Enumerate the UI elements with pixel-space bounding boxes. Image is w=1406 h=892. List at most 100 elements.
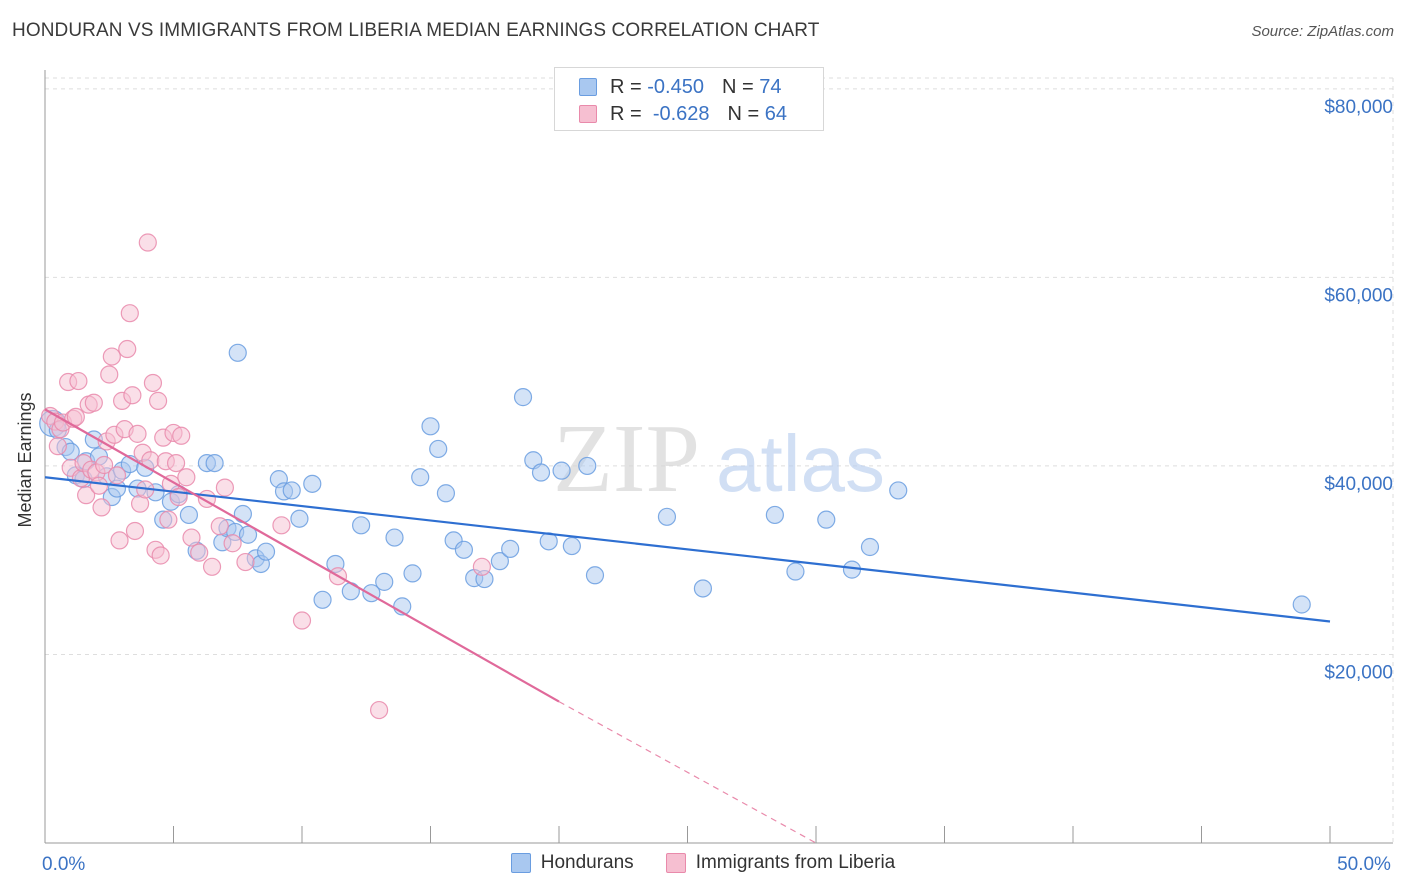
trend-line-hondurans bbox=[44, 476, 1331, 623]
source-label: Source: ZipAtlas.com bbox=[1251, 23, 1394, 40]
watermark-zip: ZIP bbox=[553, 405, 700, 513]
data-point bbox=[107, 466, 127, 485]
data-point bbox=[84, 393, 103, 412]
y-tick-label: $60,000 bbox=[1324, 285, 1393, 306]
watermark: ZIP atlas bbox=[553, 405, 885, 513]
data-point bbox=[238, 525, 258, 544]
data-point bbox=[282, 481, 301, 500]
data-point bbox=[585, 566, 605, 585]
trend-line-liberia bbox=[44, 408, 560, 703]
data-point bbox=[223, 534, 242, 553]
data-point bbox=[205, 453, 224, 473]
data-point bbox=[123, 386, 142, 405]
data-point bbox=[513, 388, 533, 407]
data-point bbox=[786, 562, 805, 581]
data-point bbox=[370, 700, 389, 720]
legend-label-hondurans: Hondurans bbox=[540, 852, 634, 873]
y-tick-labels: $20,000 $40,000 $60,000 $80,000 bbox=[1324, 97, 1393, 684]
data-point bbox=[182, 528, 201, 547]
data-point bbox=[190, 543, 209, 562]
data-point bbox=[110, 531, 129, 550]
legend-r-value: -0.450 bbox=[647, 75, 704, 98]
data-point bbox=[92, 498, 111, 517]
data-point bbox=[95, 455, 114, 475]
data-point bbox=[172, 426, 191, 445]
data-point bbox=[236, 552, 255, 572]
legend-item-hondurans[interactable]: Hondurans bbox=[510, 852, 634, 874]
y-tick-label: $80,000 bbox=[1324, 97, 1393, 118]
data-point bbox=[77, 486, 96, 505]
data-point bbox=[860, 537, 880, 557]
legend-n-label: N = bbox=[727, 102, 760, 125]
series-legend: Hondurans Immigrants from Liberia bbox=[0, 852, 1406, 874]
data-point bbox=[352, 516, 371, 535]
chart-title: HONDURAN VS IMMIGRANTS FROM LIBERIA MEDI… bbox=[12, 20, 820, 41]
legend-item-liberia[interactable]: Immigrants from Liberia bbox=[665, 852, 896, 874]
x-tick-label: 0.0% bbox=[42, 854, 85, 875]
legend-row-liberia: R = -0.628 N = 64 bbox=[579, 102, 787, 126]
data-point bbox=[411, 468, 430, 487]
legend-r-label: R = bbox=[610, 75, 642, 98]
data-point bbox=[228, 343, 247, 362]
data-point bbox=[490, 552, 509, 571]
y-tick-label: $20,000 bbox=[1324, 662, 1393, 683]
data-point bbox=[292, 611, 312, 630]
data-point bbox=[531, 463, 551, 482]
data-point bbox=[179, 505, 199, 525]
data-point bbox=[215, 478, 234, 497]
data-point bbox=[120, 304, 139, 323]
data-point bbox=[66, 407, 85, 427]
y-tick-label: $40,000 bbox=[1324, 474, 1393, 495]
data-point bbox=[765, 505, 784, 525]
data-point bbox=[472, 557, 491, 576]
data-point bbox=[148, 391, 168, 410]
data-point bbox=[429, 439, 448, 459]
legend-n-label: N = bbox=[721, 75, 754, 98]
watermark-atlas: atlas bbox=[716, 419, 885, 508]
data-point bbox=[233, 504, 252, 524]
data-point bbox=[166, 453, 186, 473]
data-point bbox=[89, 476, 109, 495]
data-point bbox=[889, 481, 908, 500]
legend-n-value: 74 bbox=[759, 75, 782, 98]
legend-label-liberia: Immigrants from Liberia bbox=[695, 852, 896, 873]
axes bbox=[44, 70, 1393, 844]
data-point bbox=[256, 542, 276, 561]
data-point bbox=[817, 510, 836, 529]
data-point bbox=[313, 590, 332, 609]
data-point bbox=[657, 507, 677, 526]
data-point bbox=[69, 371, 88, 391]
data-point bbox=[290, 509, 309, 528]
data-point bbox=[159, 510, 178, 529]
data-point bbox=[138, 233, 157, 252]
legend-row-hondurans: R = -0.450 N = 74 bbox=[579, 75, 781, 99]
data-point bbox=[375, 572, 394, 591]
data-point bbox=[421, 417, 440, 436]
series-liberia-points bbox=[41, 233, 491, 720]
data-point bbox=[100, 365, 119, 384]
data-point bbox=[151, 546, 170, 565]
data-point bbox=[303, 474, 322, 493]
data-point bbox=[210, 517, 229, 536]
legend-swatch-blue bbox=[579, 78, 597, 96]
legend-n-value: 64 bbox=[764, 102, 788, 125]
data-point bbox=[562, 536, 581, 556]
legend-swatch-pink bbox=[579, 105, 597, 123]
data-point bbox=[552, 461, 571, 480]
data-point bbox=[385, 528, 404, 547]
data-point bbox=[272, 516, 291, 535]
y-axis-label: Median Earnings bbox=[15, 392, 35, 527]
data-point bbox=[341, 582, 360, 601]
data-point bbox=[202, 557, 222, 576]
data-point bbox=[128, 424, 147, 443]
legend-swatch-pink bbox=[665, 853, 686, 873]
trend-line-liberia-extrapolated bbox=[558, 701, 817, 844]
data-point bbox=[501, 539, 520, 558]
data-point bbox=[403, 564, 422, 583]
data-point bbox=[118, 339, 137, 359]
data-point bbox=[177, 468, 196, 487]
data-point bbox=[578, 456, 597, 476]
data-point bbox=[143, 373, 163, 393]
data-point bbox=[125, 521, 145, 541]
data-point bbox=[102, 347, 121, 366]
